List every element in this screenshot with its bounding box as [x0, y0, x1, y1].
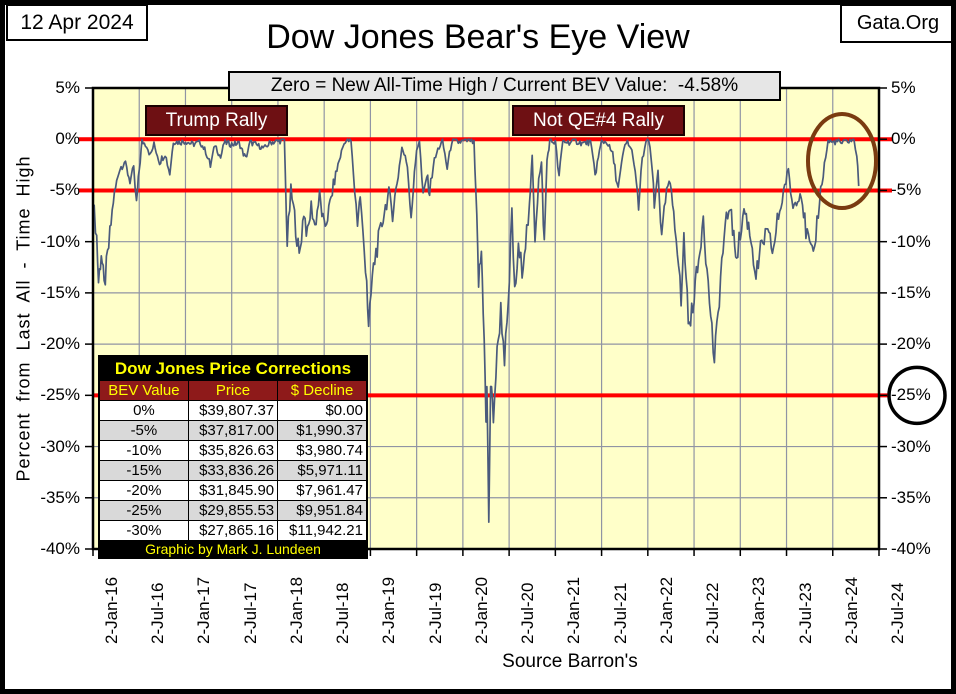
- page-title: Dow Jones Bear's Eye View: [266, 18, 690, 56]
- y-tick-label-right: 0%: [891, 129, 916, 149]
- table-cell-price: $29,855.53: [187, 500, 279, 521]
- table-row: 0% $39,807.37 $0.00: [98, 400, 368, 421]
- table-cell-bev: 0%: [98, 400, 189, 421]
- y-tick-label-right: -5%: [891, 180, 922, 200]
- brand-box: Gata.Org: [840, 4, 956, 43]
- x-tick-label: 2-Jan-20: [471, 576, 491, 644]
- subtitle-banner: Zero = New All-Time High / Current BEV V…: [228, 71, 781, 101]
- x-tick-label: 2-Jul-21: [610, 582, 630, 644]
- table-cell-decline: $5,971.11: [277, 460, 368, 481]
- x-tick-label: 2-Jan-24: [841, 576, 861, 644]
- table-cell-decline: $11,942.21: [277, 520, 368, 541]
- table-column-header: $ Decline: [277, 380, 368, 401]
- date-label: 12 Apr 2024: [20, 10, 134, 34]
- table-cell-bev: -10%: [98, 440, 189, 461]
- x-tick-label: 2-Jul-22: [703, 582, 723, 644]
- y-tick-label-right: -25%: [891, 385, 931, 405]
- table-cell-price: $37,817.00: [187, 420, 279, 441]
- source-note: Source Barron's: [502, 651, 638, 672]
- y-tick-label-left: -10%: [40, 231, 80, 251]
- x-tick-label: 2-Jan-16: [102, 576, 121, 644]
- y-tick-label-left: -5%: [49, 180, 80, 200]
- y-tick-label-left: 5%: [55, 78, 80, 97]
- price-corrections-table: Dow Jones Price Corrections BEV Value Pric…: [98, 355, 368, 559]
- x-tick-label: 2-Jan-18: [286, 576, 306, 644]
- table-row: -5% $37,817.00 $1,990.37: [98, 420, 368, 441]
- table-column-header: Price: [187, 380, 279, 401]
- x-tick-label: 2-Jul-16: [148, 582, 168, 644]
- table-cell-price: $31,845.90: [187, 480, 279, 501]
- x-tick-label: 2-Jul-17: [240, 582, 260, 644]
- table-row: -15% $33,836.26 $5,971.11: [98, 460, 368, 481]
- table-title: Dow Jones Price Corrections: [98, 355, 368, 381]
- table-row: Dow Jones Price Corrections: [98, 355, 368, 381]
- table-row: -25% $29,855.53 $9,951.84: [98, 500, 368, 521]
- x-tick-label: 2-Jan-23: [749, 576, 769, 644]
- table-cell-price: $35,826.63: [187, 440, 279, 461]
- x-tick-label: 2-Jul-23: [795, 582, 815, 644]
- table-cell-bev: -15%: [98, 460, 189, 481]
- table-cell-decline: $7,961.47: [277, 480, 368, 501]
- x-tick-label: 2-Jul-24: [888, 582, 907, 644]
- x-tick-label: 2-Jan-22: [656, 576, 676, 644]
- y-tick-label-left: -20%: [40, 334, 80, 354]
- annotation-trump-rally: Trump Rally: [145, 105, 288, 136]
- y-tick-label-left: -30%: [40, 436, 80, 456]
- x-tick-label: 2-Jan-21: [564, 576, 584, 644]
- y-tick-label-left: -15%: [40, 282, 80, 302]
- table-cell-price: $27,865.16: [187, 520, 279, 541]
- table-cell-price: $39,807.37: [187, 400, 279, 421]
- table-cell-bev: -30%: [98, 520, 189, 541]
- y-tick-label-right: -10%: [891, 231, 931, 251]
- y-tick-label-right: -20%: [891, 334, 931, 354]
- table-cell-decline: $3,980.74: [277, 440, 368, 461]
- x-tick-label: 2-Jan-19: [379, 576, 399, 644]
- y-tick-label-left: -25%: [40, 385, 80, 405]
- table-column-header: BEV Value: [98, 380, 189, 401]
- x-tick-label: 2-Jul-19: [425, 582, 445, 644]
- table-cell-bev: -20%: [98, 480, 189, 501]
- table-cell-decline: $9,951.84: [277, 500, 368, 521]
- y-tick-label-left: 0%: [55, 129, 80, 149]
- y-tick-label-right: -40%: [891, 539, 931, 558]
- x-tick-label: 2-Jan-17: [194, 576, 214, 644]
- table-cell-decline: $0.00: [277, 400, 368, 421]
- table-row: -20% $31,845.90 $7,961.47: [98, 480, 368, 501]
- date-box: 12 Apr 2024: [6, 4, 148, 41]
- y-tick-label-right: -15%: [891, 282, 931, 302]
- table-footer: Graphic by Mark J. Lundeen: [98, 540, 368, 559]
- x-tick-label: 2-Jul-18: [333, 582, 353, 644]
- table-cell-price: $33,836.26: [187, 460, 279, 481]
- table-row: BEV Value Price $ Decline: [98, 380, 368, 401]
- y-tick-label-left: -35%: [40, 487, 80, 507]
- table-row: Graphic by Mark J. Lundeen: [98, 540, 368, 559]
- y-tick-label-left: -40%: [40, 539, 80, 558]
- annotation-not-qe4-rally: Not QE#4 Rally: [512, 105, 685, 136]
- table-cell-decline: $1,990.37: [277, 420, 368, 441]
- table-cell-bev: -25%: [98, 500, 189, 521]
- table-cell-bev: -5%: [98, 420, 189, 441]
- x-tick-label: 2-Jul-20: [518, 582, 538, 644]
- y-tick-label-right: -30%: [891, 436, 931, 456]
- table-row: -30% $27,865.16 $11,942.21: [98, 520, 368, 541]
- table-row: -10% $35,826.63 $3,980.74: [98, 440, 368, 461]
- y-tick-label-right: -35%: [891, 487, 931, 507]
- brand-label: Gata.Org: [856, 12, 940, 34]
- y-tick-label-right: 5%: [891, 78, 916, 97]
